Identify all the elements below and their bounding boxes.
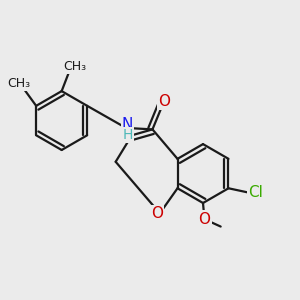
Text: O: O [199,212,211,227]
Text: CH₃: CH₃ [7,77,30,90]
Text: Cl: Cl [248,185,263,200]
Text: O: O [151,206,163,221]
Text: O: O [158,94,170,109]
Text: N: N [122,117,133,132]
Text: H: H [122,128,133,142]
Text: CH₃: CH₃ [63,60,86,73]
